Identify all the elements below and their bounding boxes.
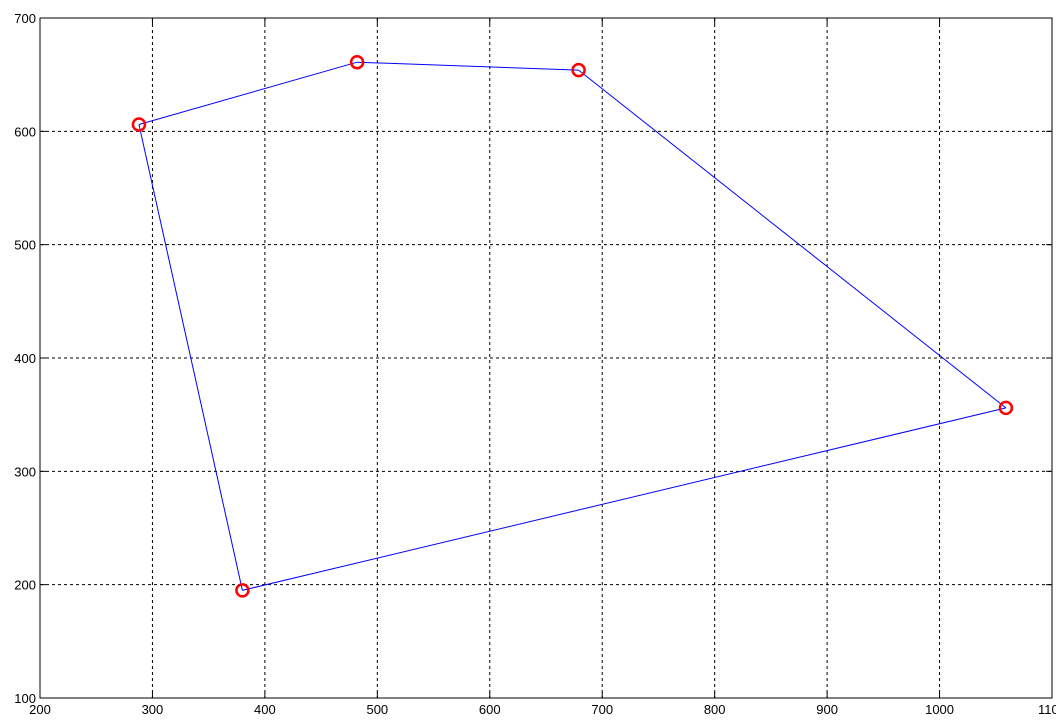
- x-tick-label: 800: [704, 702, 726, 717]
- x-tick-label: 300: [142, 702, 164, 717]
- series-segment: [138, 124, 243, 591]
- data-point-marker: [131, 117, 147, 132]
- y-tick-label: 500: [14, 238, 36, 253]
- y-tick-label: 300: [14, 464, 36, 479]
- x-tick-label: 500: [366, 702, 388, 717]
- y-tick-label: 200: [14, 578, 36, 593]
- x-tick-label: 1000: [925, 702, 954, 717]
- series-segment: [138, 61, 358, 126]
- y-tick-labels: 100 200 300 400 500 600 700: [14, 11, 36, 706]
- x-tick-label: 200: [29, 702, 51, 717]
- series-markers: [131, 54, 1014, 598]
- x-tick-label: 400: [254, 702, 276, 717]
- series-lines: [138, 61, 1007, 591]
- x-tick-label: 1100: [1038, 702, 1056, 717]
- data-point-marker: [235, 583, 250, 598]
- x-tick-label: 600: [479, 702, 501, 717]
- y-tick-label: 700: [14, 11, 36, 26]
- x-tick-labels: 200 300 400 500 600 700 800 900 1000 1100: [29, 702, 1056, 717]
- series-segment: [242, 407, 1007, 591]
- tick-marks: [39, 17, 1053, 699]
- series-segment: [357, 61, 579, 71]
- y-tick-label: 600: [14, 124, 36, 139]
- grid-lines: [40, 18, 1052, 698]
- x-tick-label: 700: [591, 702, 613, 717]
- x-tick-label: 900: [816, 702, 838, 717]
- series-segment: [578, 69, 1007, 409]
- y-tick-label: 400: [14, 351, 36, 366]
- data-point-marker: [571, 62, 586, 78]
- data-point-marker: [349, 54, 365, 70]
- data-point-marker: [998, 400, 1014, 416]
- y-tick-label: 100: [14, 691, 36, 706]
